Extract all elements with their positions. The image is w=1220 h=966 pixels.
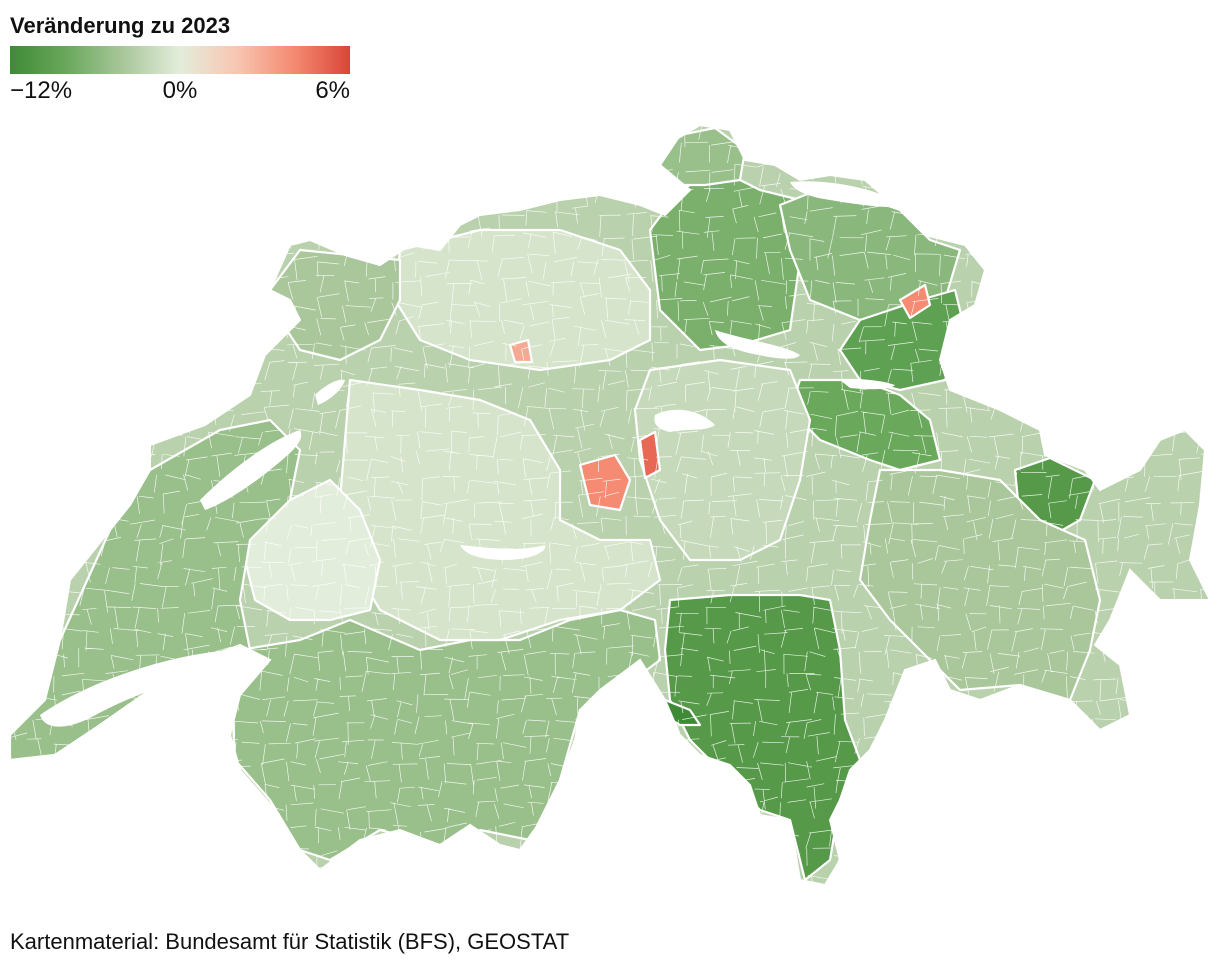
legend-color-scale — [10, 46, 350, 74]
legend-max-label: 6% — [315, 77, 350, 104]
lake-constance — [790, 181, 905, 208]
region-zurich-thurgau — [648, 168, 802, 352]
region-valais — [230, 608, 662, 862]
legend-title: Veränderung zu 2023 — [10, 13, 231, 38]
region-lucerne-hotspot — [578, 453, 632, 512]
lake-thun-brienz — [460, 545, 546, 560]
legend-min-label: −12% — [10, 77, 73, 104]
region-aargau-solothurn — [393, 228, 652, 372]
lake-lucerne — [654, 409, 715, 432]
region-nidwalden-hotspot — [638, 430, 662, 480]
region-ticino — [663, 593, 862, 882]
walensee — [840, 379, 895, 390]
lake-zurich — [715, 330, 800, 359]
legend-ticks: −12% 0% 6% — [10, 76, 350, 106]
lake-neuchatel — [200, 430, 302, 510]
source-note: Kartenmaterial: Bundesamt für Statistik … — [10, 929, 570, 954]
country-border — [9, 123, 1212, 887]
lake-biel — [315, 379, 345, 405]
region-bern-hotspot — [508, 338, 534, 364]
region-rheintal — [838, 288, 967, 392]
legend: Veränderung zu 2023 −12% 0% 6% — [10, 12, 350, 106]
lake-geneva — [40, 649, 261, 727]
legend-mid-label: 0% — [162, 77, 198, 104]
